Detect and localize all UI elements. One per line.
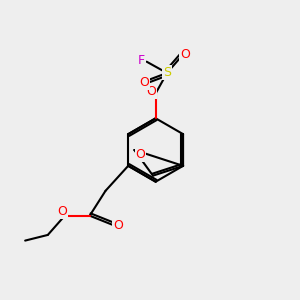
Text: S: S — [163, 67, 171, 80]
Text: O: O — [136, 148, 146, 161]
Text: O: O — [146, 85, 156, 98]
Text: O: O — [180, 48, 190, 62]
Text: O: O — [113, 219, 123, 232]
Text: O: O — [58, 205, 68, 218]
Text: F: F — [137, 54, 145, 67]
Text: O: O — [140, 76, 149, 88]
